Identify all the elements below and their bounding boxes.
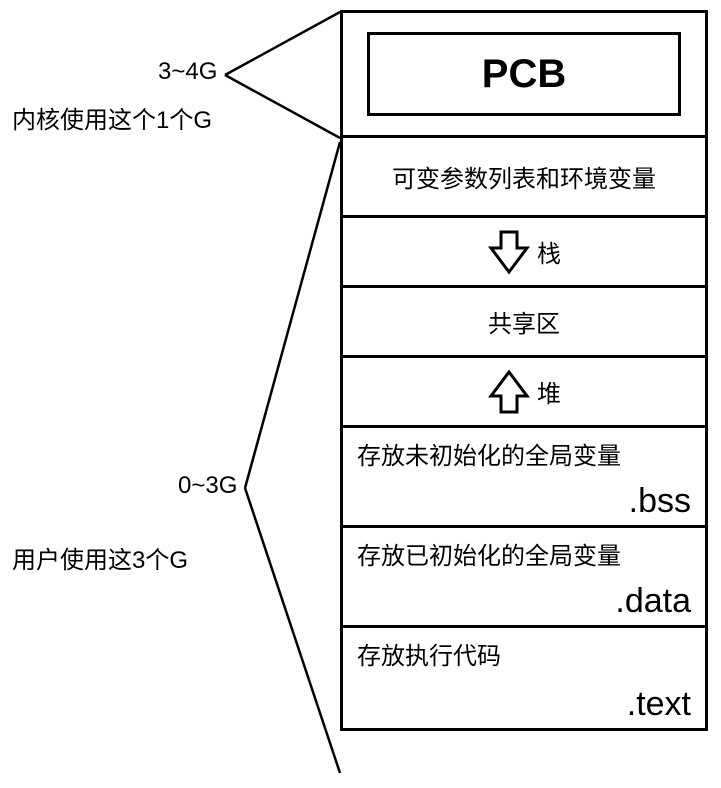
kernel-range-label: 3~4G [158,58,217,86]
segment-bss: 存放未初始化的全局变量 .bss [343,428,705,528]
up-arrow-icon [487,368,531,416]
heap-label: 堆 [537,374,561,409]
pcb-text: PCB [482,52,566,97]
kernel-desc-label: 内核使用这个1个G [12,100,212,135]
segment-data: 存放已初始化的全局变量 .data [343,528,705,628]
user-desc-label: 用户使用这3个G [12,540,188,575]
bss-desc: 存放未初始化的全局变量 [357,436,621,471]
bss-name: .bss [629,482,691,521]
segment-shared: 共享区 [343,288,705,358]
data-desc: 存放已初始化的全局变量 [357,536,621,571]
data-name: .data [615,582,691,621]
segment-argv-env: 可变参数列表和环境变量 [343,138,705,218]
segment-heap: 堆 [343,358,705,428]
segment-kernel: PCB [343,13,705,138]
argv-env-text: 可变参数列表和环境变量 [392,159,656,194]
pcb-box: PCB [367,32,682,116]
segment-stack: 栈 [343,218,705,288]
stack-label: 栈 [537,234,561,269]
user-range-label: 0~3G [178,472,237,500]
down-arrow-icon [487,228,531,276]
text-desc: 存放执行代码 [357,636,501,671]
text-name: .text [627,685,691,724]
segment-text: 存放执行代码 .text [343,628,705,728]
shared-text: 共享区 [488,304,560,339]
memory-layout-column: PCB 可变参数列表和环境变量 栈 共享区 堆 存放未初始化的全局变量 .bss… [340,10,708,731]
